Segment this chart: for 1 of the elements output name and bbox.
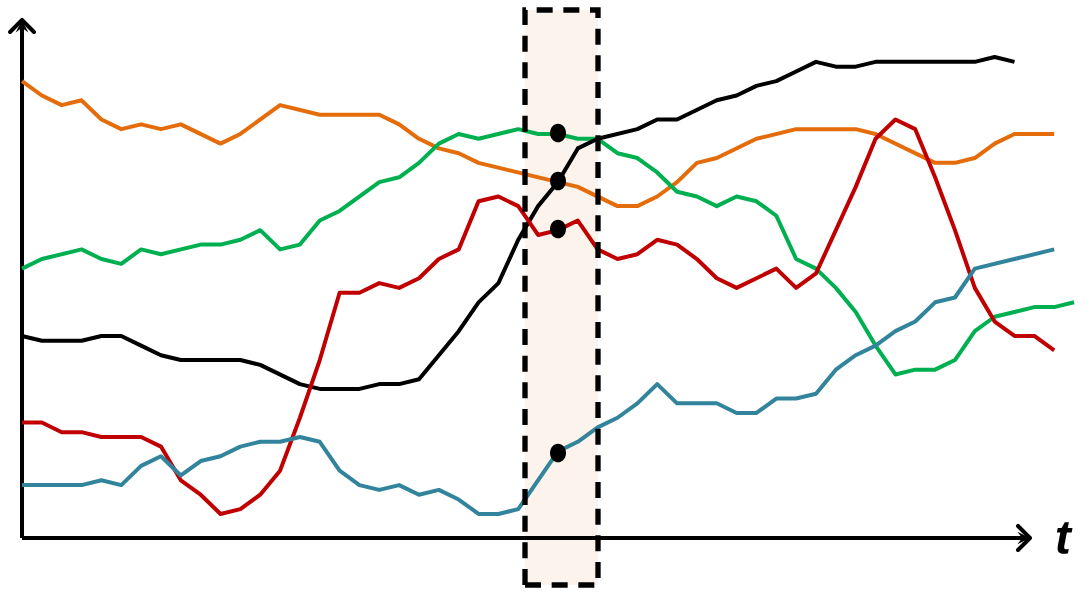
- x-axis-title: t: [1056, 522, 1073, 554]
